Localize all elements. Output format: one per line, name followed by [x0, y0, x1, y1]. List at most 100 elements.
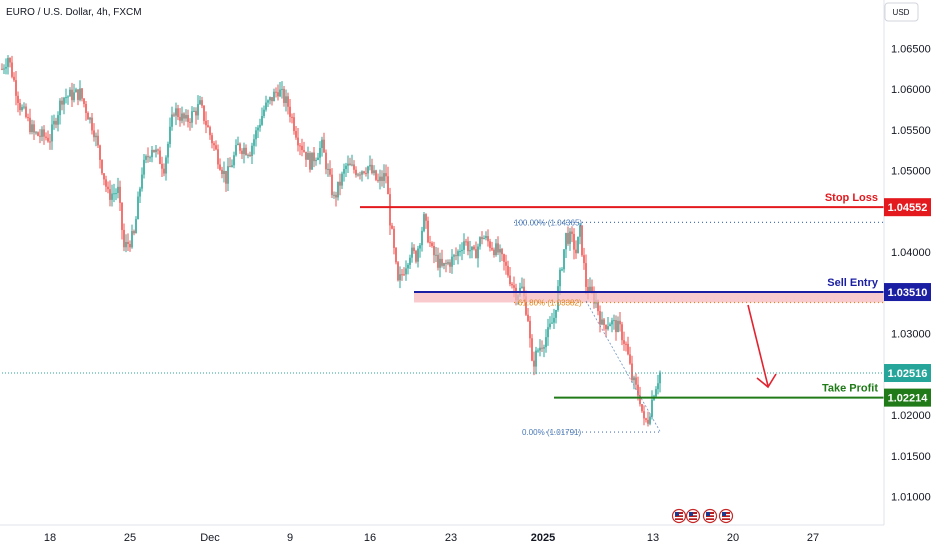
- candle-body: [569, 231, 571, 244]
- candle-body: [447, 262, 449, 264]
- candle-body: [445, 262, 447, 264]
- candle-body: [461, 249, 463, 252]
- price-axis[interactable]: 1.065001.060001.055001.050001.045001.040…: [883, 0, 931, 525]
- candle-body: [553, 317, 555, 323]
- candle-body: [371, 164, 373, 174]
- candle-body: [459, 251, 461, 253]
- candle-body: [587, 286, 589, 293]
- time-tick-label: 9: [287, 532, 293, 544]
- candle-body: [5, 66, 7, 69]
- candle-body: [231, 165, 233, 167]
- candle-body: [351, 164, 353, 166]
- us-flag-icon[interactable]: [702, 508, 718, 524]
- flag-stripe: [706, 517, 714, 519]
- currency-button[interactable]: USD: [884, 2, 919, 22]
- candle-body: [443, 262, 445, 266]
- candle-body: [507, 265, 509, 276]
- candle-body: [625, 343, 627, 345]
- candle-body: [173, 114, 175, 116]
- candle-body: [137, 196, 139, 220]
- candle-body: [323, 139, 325, 153]
- candle-body: [293, 117, 295, 132]
- candle-body: [153, 149, 155, 153]
- candle-body: [599, 311, 601, 325]
- take-profit-badge: [884, 388, 931, 407]
- candle-body: [655, 389, 657, 397]
- candle-body: [605, 324, 607, 330]
- candle-body: [7, 57, 9, 67]
- candle-body: [437, 254, 439, 268]
- candle-body: [303, 150, 305, 152]
- candle-body: [151, 149, 153, 158]
- candle-body: [641, 404, 643, 412]
- fib-trend-line: [585, 300, 661, 432]
- flag-canton: [722, 512, 726, 516]
- candle-body: [363, 171, 365, 173]
- candle-body: [373, 170, 375, 174]
- candle-body: [435, 254, 437, 256]
- candle-body: [539, 347, 541, 351]
- candle-body: [375, 170, 377, 180]
- candle-body: [403, 274, 405, 276]
- candle-body: [43, 129, 45, 137]
- candle-body: [241, 150, 243, 155]
- candle-body: [237, 143, 239, 146]
- candle-body: [61, 100, 63, 105]
- candle-body: [57, 115, 59, 125]
- candle-body: [361, 171, 363, 175]
- candle-body: [601, 319, 603, 325]
- candle-body: [467, 241, 469, 252]
- us-flag-icon[interactable]: [671, 508, 687, 524]
- candle-body: [177, 108, 179, 117]
- stop-loss-badge: [884, 198, 931, 217]
- us-flag-icon[interactable]: [685, 508, 701, 524]
- candle-body: [69, 89, 71, 97]
- candle-body: [565, 232, 567, 250]
- candle-body: [203, 105, 205, 121]
- candle-body: [295, 131, 297, 138]
- candle-body: [109, 189, 111, 200]
- candle-body: [525, 296, 527, 315]
- candle-body: [213, 143, 215, 146]
- candle-body: [31, 124, 33, 133]
- candle-body: [543, 347, 545, 349]
- candle-body: [83, 98, 85, 104]
- candle-body: [399, 274, 401, 281]
- candle-body: [345, 165, 347, 170]
- time-tick-label: Dec: [200, 532, 220, 544]
- candle-body: [603, 319, 605, 325]
- candle-body: [221, 169, 223, 175]
- time-axis[interactable]: 18 25 Dec 9 16 23 2025 13 20 27: [0, 524, 884, 544]
- candle-body: [349, 163, 351, 166]
- candle-body: [385, 173, 387, 177]
- candle-body: [309, 153, 311, 170]
- candle-body: [411, 247, 413, 258]
- candle-body: [217, 149, 219, 165]
- time-tick-label: 20: [727, 532, 739, 544]
- candle-body: [181, 113, 183, 121]
- candle-body: [623, 340, 625, 344]
- candle-body: [277, 92, 279, 97]
- candle-body: [289, 106, 291, 117]
- candle-body: [477, 246, 479, 259]
- candle-body: [339, 181, 341, 186]
- candle-body: [209, 127, 211, 136]
- candle-body: [325, 152, 327, 170]
- arrow-line: [747, 304, 769, 387]
- candle-body: [1, 68, 3, 70]
- candle-body: [617, 320, 619, 333]
- us-flag-icon[interactable]: [718, 508, 734, 524]
- flag-stripe: [689, 517, 697, 519]
- candle-body: [651, 399, 653, 417]
- candle-body: [611, 320, 613, 325]
- candle-body: [555, 309, 557, 318]
- candle-body: [93, 130, 95, 138]
- candle-body: [413, 247, 415, 251]
- candle-body: [579, 225, 581, 237]
- candle-body: [469, 250, 471, 252]
- event-markers[interactable]: [671, 508, 734, 524]
- candle-body: [637, 384, 639, 396]
- flag-stripe: [722, 517, 730, 519]
- candle-body: [491, 247, 493, 250]
